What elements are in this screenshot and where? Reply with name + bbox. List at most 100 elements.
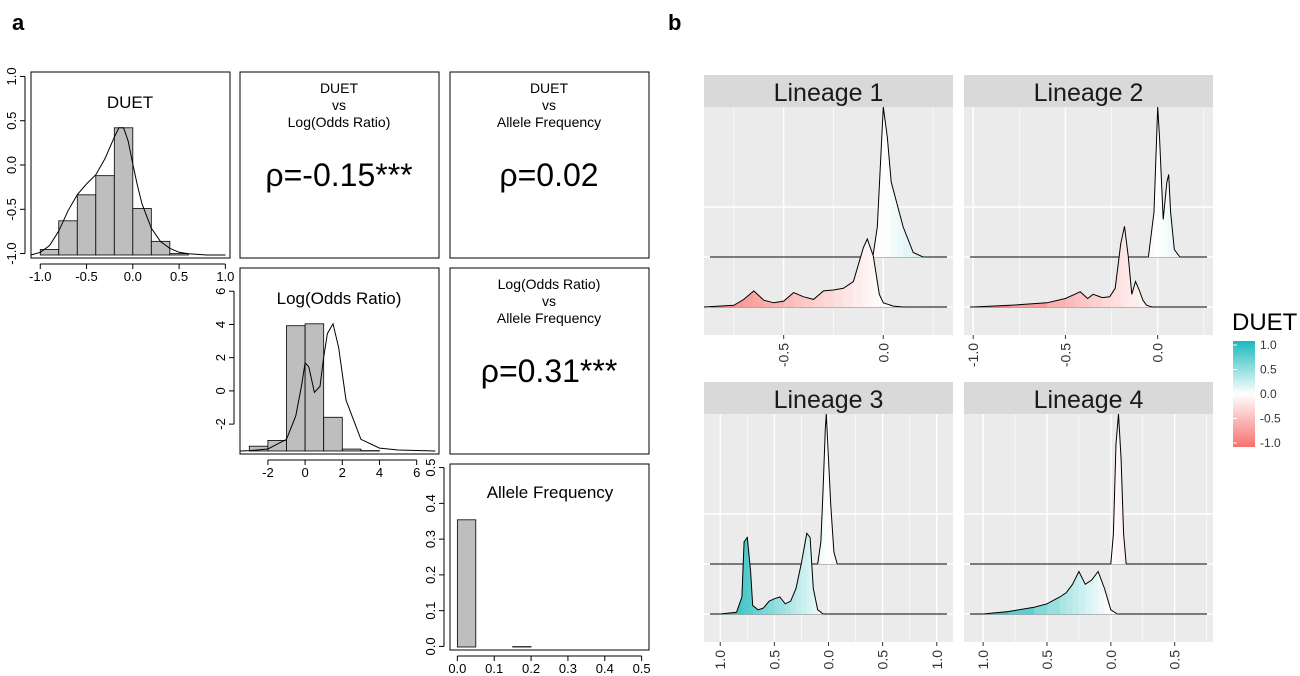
y-tick-label: -1.0 [4,242,19,264]
x-tick-label: -1.0 [965,343,981,367]
ridge-line [1110,413,1127,565]
correlation-value: ρ=0.31*** [481,353,618,389]
histogram-bar [95,175,115,256]
facet-strip [964,75,1213,107]
histogram-bar [76,194,97,256]
ridge-fill-segment [806,532,811,615]
ridge-fill-segment [1085,579,1092,615]
ridge-line [1147,106,1181,258]
legend-tick-label: -0.5 [1260,412,1281,426]
facet-strip-label: Lineage 1 [774,79,884,107]
x-tick-label: 1.0 [712,650,728,670]
histogram-bar [341,448,362,452]
x-tick-label: 0.1 [485,661,503,676]
x-tick-label: 0.5 [766,650,782,670]
density-curve [30,127,226,256]
y-tick-label: 0.3 [423,530,438,548]
x-tick-label: 0.5 [1167,650,1183,670]
facet-strip-label: Lineage 2 [1034,79,1144,107]
x-tick-label: -1.0 [29,269,51,284]
facet-strip-label: Lineage 3 [774,386,884,414]
y-tick-label: 0.0 [423,637,438,655]
histogram-bar [304,323,325,452]
histogram-bar [456,519,477,648]
x-tick-label: -0.5 [776,343,792,367]
legend-tick-label: -1.0 [1260,436,1281,450]
x-tick-label: 2 [339,465,346,480]
ridge-fill-segment [1102,296,1110,308]
correlation-cell-duet-allele [449,71,650,259]
ridge-fill-segment [774,596,781,615]
legend-colorbar [1233,341,1255,447]
facet-strip [704,382,953,414]
correlation-title-line: Allele Frequency [497,310,601,326]
histogram-bar [169,253,189,256]
duet-histogram-frame [30,71,231,259]
correlation-title-line: vs [542,293,556,309]
y-tick-label: -2 [213,418,228,430]
panel-b-label: b [668,10,681,35]
x-tick-label: 0.5 [633,661,651,676]
ridge-line [863,106,924,258]
legend-tick-label: 0.0 [1260,387,1277,401]
y-tick-label: 4 [213,321,228,328]
duet-legend: DUET 1.0 0.5 0.0 -0.5 -1.0 [1232,309,1298,450]
facet-strip [704,75,953,107]
y-tick-label: 0.4 [423,494,438,512]
ridge-fill-segment [863,238,868,308]
logodds-histogram-title: Log(Odds Ratio) [277,289,402,308]
legend-tick-label: 1.0 [1260,338,1277,352]
x-tick-label: 0.0 [124,269,142,284]
x-tick-label: 0.5 [1039,650,1055,670]
x-tick-label: 0.4 [596,661,614,676]
logodds-histogram: -2 0 2 4 6 -2 0 2 4 6 [213,288,436,480]
ridge-facet: Lineage 1 -0.5 0.0 [703,75,953,367]
x-tick-label: 0.0 [448,661,466,676]
correlation-title-line: DUET [530,80,569,96]
x-tick-label: -0.5 [1057,343,1073,367]
x-tick-label: 4 [376,465,383,480]
allele-histogram-frame [449,463,650,651]
x-tick-label: 0.2 [522,661,540,676]
y-tick-label: 0.5 [423,459,438,477]
logodds-histogram-frame [239,267,440,455]
x-tick-label: 0.0 [1103,650,1119,670]
ridge-fill-segment [1166,174,1169,258]
y-tick-label: -0.5 [4,198,19,220]
legend-tick-label: 0.5 [1260,363,1277,377]
ridge-facet: Lineage 3 1.0 0.5 0.0 0.5 1.0 [704,382,953,669]
x-tick-label: 0.3 [559,661,577,676]
y-tick-label: 6 [213,288,228,295]
correlation-title-line: Log(Odds Ratio) [288,114,391,130]
density-curve [239,322,436,452]
ridge-fill-segment [823,289,834,308]
ridge-line [983,570,1118,615]
ridge-line [720,532,824,615]
duet-histogram-title: DUET [107,93,153,112]
ridge-facet: Lineage 4 1.0 0.5 0.0 0.5 [964,382,1213,669]
panel-a-label: a [12,10,25,35]
correlation-title-line: Allele Frequency [497,114,601,130]
correlation-cell-logodds-allele [449,267,650,455]
y-tick-label: 0.5 [4,112,19,130]
y-tick-label: 0.1 [423,602,438,620]
y-tick-label: 0.0 [4,156,19,174]
ridge-line [703,237,914,308]
correlation-value: ρ=0.02 [499,157,598,193]
x-tick-label: -0.5 [75,269,97,284]
correlation-title-line: Log(Odds Ratio) [498,276,601,292]
x-tick-label: 1.0 [216,269,234,284]
facet-strip [964,382,1213,414]
correlation-value: ρ=-0.15*** [265,157,412,193]
allele-histogram-title: Allele Frequency [487,483,614,502]
pairs-plot: DUET -1.0-0.50.00.51.0-1.0 -0.5 0.0 0.5 1.0 … [4,67,651,676]
facet-strip-label: Lineage 4 [1034,386,1144,414]
ridge-line [817,413,838,565]
correlation-title-line: DUET [320,80,359,96]
allele-histogram: 0.0 0.1 0.2 0.3 0.4 0.5 0.0 0.1 0.2 0.3 0.4 0.5 [423,459,651,676]
ridge-fill-segment [743,536,748,615]
x-tick-label: 1.0 [975,650,991,670]
